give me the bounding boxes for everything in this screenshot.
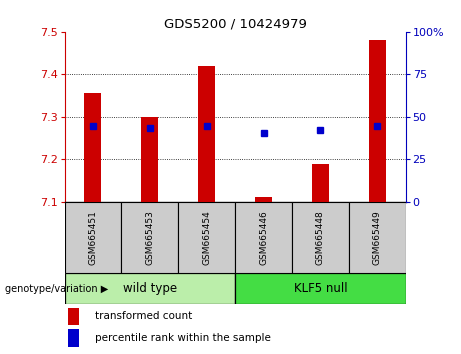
- Title: GDS5200 / 10424979: GDS5200 / 10424979: [164, 18, 307, 31]
- Text: GSM665453: GSM665453: [145, 210, 154, 265]
- Text: percentile rank within the sample: percentile rank within the sample: [95, 333, 271, 343]
- Bar: [68, 329, 79, 347]
- Text: GSM665446: GSM665446: [259, 210, 268, 264]
- Text: transformed count: transformed count: [95, 312, 193, 321]
- Bar: [65, 202, 121, 273]
- Bar: [292, 202, 349, 273]
- Bar: [255, 197, 272, 202]
- Bar: [65, 273, 235, 304]
- Bar: [142, 117, 159, 202]
- Text: KLF5 null: KLF5 null: [294, 282, 347, 295]
- Bar: [121, 202, 178, 273]
- Bar: [235, 273, 406, 304]
- Bar: [178, 202, 235, 273]
- Bar: [68, 308, 79, 325]
- Text: GSM665448: GSM665448: [316, 210, 325, 264]
- Text: wild type: wild type: [123, 282, 177, 295]
- Text: GSM665451: GSM665451: [89, 210, 97, 265]
- Bar: [84, 93, 101, 202]
- Bar: [235, 202, 292, 273]
- Text: genotype/variation ▶: genotype/variation ▶: [5, 284, 108, 293]
- Text: GSM665454: GSM665454: [202, 210, 211, 264]
- Bar: [312, 164, 329, 202]
- Bar: [369, 40, 386, 202]
- Text: GSM665449: GSM665449: [373, 210, 382, 264]
- Bar: [349, 202, 406, 273]
- Bar: [198, 66, 215, 202]
